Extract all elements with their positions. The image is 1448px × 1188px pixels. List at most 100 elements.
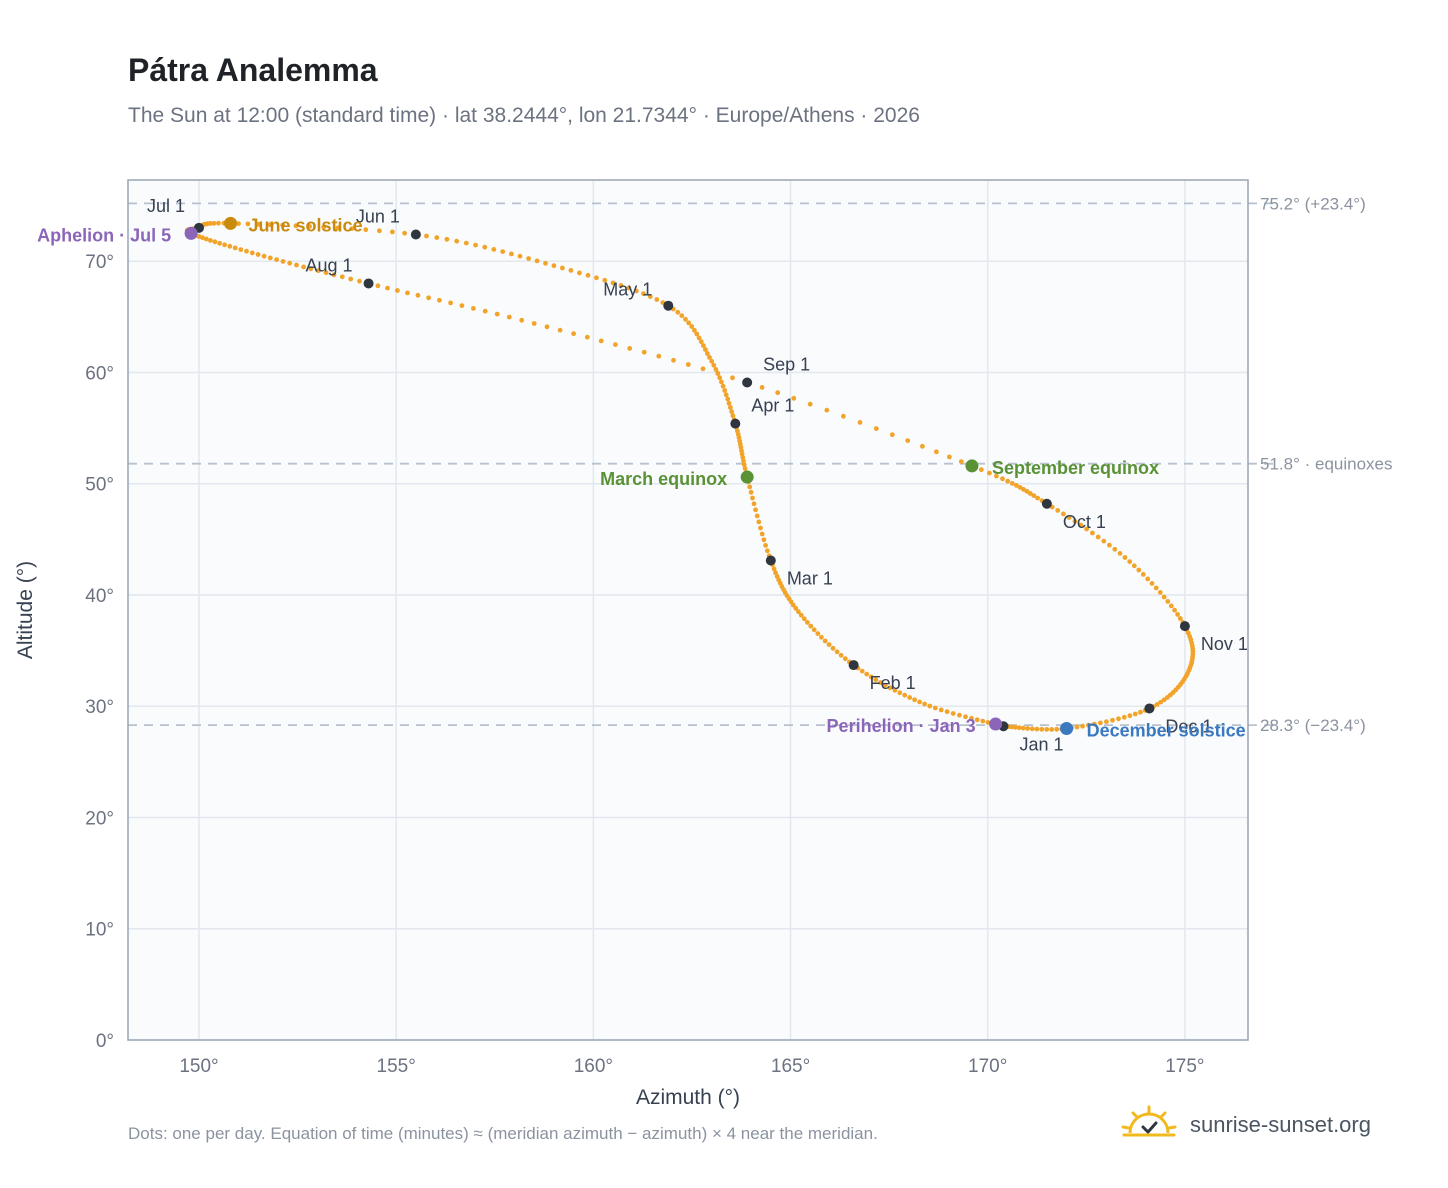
daily-dot [1035, 495, 1040, 501]
daily-dot [1091, 721, 1097, 727]
daily-dot [1031, 493, 1037, 498]
daily-dot [756, 519, 762, 525]
daily-dot [1034, 726, 1040, 732]
daily-dot [1172, 607, 1177, 613]
daily-dot [741, 462, 747, 467]
daily-dot [1086, 722, 1091, 728]
daily-dot [907, 695, 913, 700]
daily-dot [1157, 590, 1163, 595]
y-tick-label: 20° [85, 808, 114, 829]
month-dot [1179, 621, 1190, 632]
daily-dot [375, 283, 381, 289]
daily-dot [671, 357, 676, 363]
daily-dot [1122, 555, 1128, 560]
daily-dot [798, 612, 804, 618]
month-label: Dec 1 [1165, 716, 1212, 736]
month-label: Jun 1 [356, 207, 400, 227]
event-label: Perihelion · Jan 3 [827, 716, 976, 736]
daily-dot [1138, 709, 1143, 715]
daily-dot [287, 260, 293, 266]
month-label: Mar 1 [787, 568, 833, 588]
daily-dot [627, 346, 633, 351]
daily-dot [633, 288, 639, 294]
daily-dot [1016, 725, 1022, 731]
daily-dot [685, 362, 691, 367]
daily-dot [1161, 594, 1167, 600]
daily-dot [717, 375, 723, 381]
daily-dot [1175, 612, 1180, 617]
brand[interactable]: sunrise-sunset.org [1120, 1100, 1371, 1150]
daily-dot [902, 692, 908, 698]
daily-dot [978, 467, 984, 473]
daily-dot [551, 263, 557, 269]
event-dot [989, 717, 1003, 731]
daily-dot [912, 697, 917, 703]
plot-background [128, 180, 1248, 1040]
daily-dot [729, 409, 735, 415]
daily-dot [675, 309, 681, 315]
daily-dot [838, 652, 844, 658]
daily-dot [735, 428, 740, 434]
event-dot [224, 216, 238, 230]
daily-dot [696, 335, 702, 341]
month-label: Nov 1 [1201, 634, 1248, 654]
daily-dot [349, 226, 355, 232]
daily-dot [656, 353, 662, 359]
month-label: May 1 [603, 280, 652, 300]
daily-dot [819, 634, 824, 640]
x-axis-title: Azimuth (°) [636, 1086, 740, 1109]
daily-dot [791, 395, 797, 401]
y-axis-title: Altitude (°) [14, 561, 37, 659]
daily-dot [1061, 511, 1066, 517]
daily-dot [811, 627, 817, 633]
daily-dot [357, 278, 362, 284]
daily-dot [1005, 478, 1011, 484]
event-label: September equinox [992, 458, 1159, 478]
sun-logo-icon [1121, 1105, 1177, 1137]
daily-dot [722, 388, 728, 393]
daily-dot [402, 230, 407, 236]
daily-dot [610, 280, 616, 286]
daily-dot [261, 253, 267, 259]
daily-dot [830, 645, 836, 651]
daily-dot [1101, 538, 1107, 544]
daily-dot [1014, 483, 1019, 488]
daily-dot [801, 616, 807, 622]
x-tick-label: 155° [377, 1056, 416, 1077]
daily-dot [1177, 616, 1183, 621]
daily-dot [594, 275, 599, 281]
daily-dot [701, 343, 706, 348]
daily-dot [208, 238, 213, 243]
daily-dot [377, 228, 382, 234]
daily-dot [339, 274, 345, 280]
daily-dot [613, 342, 618, 347]
daily-dot [348, 276, 354, 282]
daily-dot [216, 220, 221, 226]
daily-dot [584, 334, 590, 340]
x-tick-label: 165° [771, 1056, 810, 1077]
daily-dot [1074, 724, 1080, 730]
daily-dot [698, 339, 704, 345]
daily-dot [509, 251, 514, 257]
daily-dot [957, 712, 962, 718]
daily-dot [1039, 726, 1045, 732]
month-label: Feb 1 [870, 673, 916, 693]
daily-dot [1027, 491, 1033, 496]
daily-dot [892, 687, 898, 693]
footnote: Dots: one per day. Equation of time (min… [128, 1124, 878, 1143]
reference-line-label: 28.3° (−23.4°) [1260, 716, 1366, 735]
daily-dot [1049, 727, 1055, 732]
daily-dot [1127, 713, 1133, 719]
daily-dot [335, 225, 341, 231]
daily-dot [560, 265, 565, 271]
daily-dot [1149, 581, 1155, 586]
month-label: Apr 1 [751, 396, 794, 416]
daily-dot [618, 283, 624, 288]
daily-dot [315, 268, 321, 274]
daily-dot [897, 690, 903, 696]
daily-dot [598, 338, 604, 344]
daily-dot [1000, 476, 1005, 482]
daily-dot [1145, 576, 1151, 582]
event-label: March equinox [600, 469, 727, 489]
daily-dot [585, 272, 591, 278]
